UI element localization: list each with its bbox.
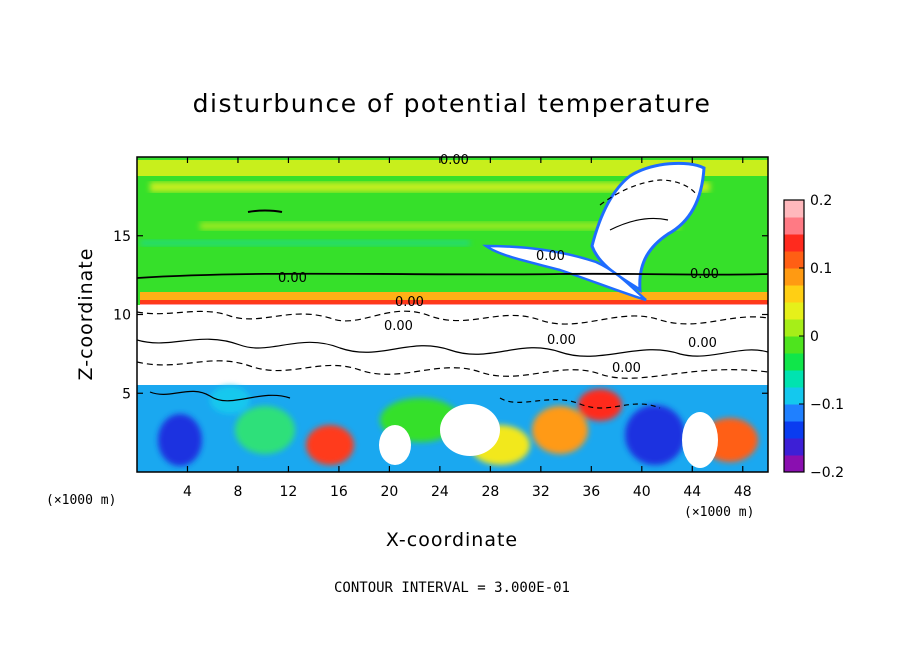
contour-label: 0.00 [688, 336, 717, 351]
field-yellow-streak-1 [150, 182, 710, 192]
colorbar-swatch [784, 200, 804, 218]
colorbar-swatch [784, 336, 804, 354]
colorbar-swatch [784, 387, 804, 405]
colorbar-swatch [784, 455, 804, 473]
field-yellow-streak-2 [200, 222, 680, 230]
x-tick-label: 4 [183, 484, 192, 500]
x-axis-ticks: 4 8 12 16 20 24 28 32 36 40 44 48 [183, 157, 752, 500]
colorbar-swatch [784, 438, 804, 456]
colorbar-tick-label: 0.1 [810, 261, 832, 277]
colorbar-swatch [784, 268, 804, 286]
y-axis-ticks: 5 10 15 [113, 229, 768, 402]
colorbar-swatch [784, 251, 804, 269]
contour-labels: 0.00 0.00 0.00 0.00 0.00 0.00 0.00 0.00 … [278, 153, 719, 376]
colorbar [784, 200, 804, 473]
colorbar-swatch [784, 217, 804, 235]
x-unit-left: (×1000 m) [46, 493, 116, 508]
field-blobs [158, 386, 758, 466]
colorbar-swatch [784, 353, 804, 371]
field-top-strip [137, 160, 768, 176]
x-tick-label: 20 [380, 484, 398, 500]
colorbar-swatch [784, 234, 804, 252]
contour-interval-note: CONTOUR INTERVAL = 3.000E-01 [334, 580, 570, 596]
field-cyan-streak [140, 240, 470, 246]
field-red-streak [140, 300, 768, 304]
chart-title: disturbunce of potential temperature [193, 89, 712, 118]
contour-label: 0.00 [384, 319, 413, 334]
y-tick-label: 15 [113, 229, 131, 245]
x-unit-right: (×1000 m) [684, 505, 754, 520]
x-tick-label: 44 [683, 484, 701, 500]
x-tick-label: 16 [330, 484, 348, 500]
field-white-patches [200, 314, 718, 468]
colorbar-swatch [784, 302, 804, 320]
contour-label: 0.00 [547, 333, 576, 348]
colorbar-ticks: 0.2 0.1 0 −0.1 −0.2 [799, 193, 844, 481]
contour-label: 0.00 [278, 271, 307, 286]
contour-label: 0.00 [395, 295, 424, 310]
x-tick-label: 36 [582, 484, 600, 500]
contour-label: 0.00 [536, 249, 565, 264]
colorbar-swatch [784, 285, 804, 303]
colorbar-tick-label: −0.2 [810, 465, 844, 481]
plot-area [137, 157, 768, 472]
x-axis-label: X-coordinate [386, 529, 518, 551]
x-tick-label: 40 [633, 484, 651, 500]
x-tick-label: 12 [280, 484, 298, 500]
y-tick-label: 5 [122, 386, 131, 402]
colorbar-tick-label: 0.2 [810, 193, 832, 209]
contour-label: 0.00 [690, 267, 719, 282]
x-tick-label: 32 [532, 484, 550, 500]
contour-label: 0.00 [612, 361, 641, 376]
colorbar-swatch [784, 370, 804, 388]
x-tick-label: 8 [233, 484, 242, 500]
colorbar-tick-label: 0 [810, 329, 819, 345]
y-tick-label: 10 [113, 308, 131, 324]
contour-label: 0.00 [440, 153, 469, 168]
colorbar-swatch [784, 404, 804, 422]
field-plume-tail [482, 244, 647, 302]
colorbar-tick-label: −0.1 [810, 397, 844, 413]
colorbar-swatch [784, 319, 804, 337]
contour-lines [137, 179, 768, 409]
field-plume [590, 161, 706, 294]
y-axis-label: Z-coordinate [75, 248, 97, 381]
colorbar-swatch [784, 421, 804, 439]
field-orange-streak [140, 292, 768, 301]
x-tick-label: 48 [734, 484, 752, 500]
x-tick-label: 24 [431, 484, 449, 500]
x-tick-label: 28 [481, 484, 499, 500]
